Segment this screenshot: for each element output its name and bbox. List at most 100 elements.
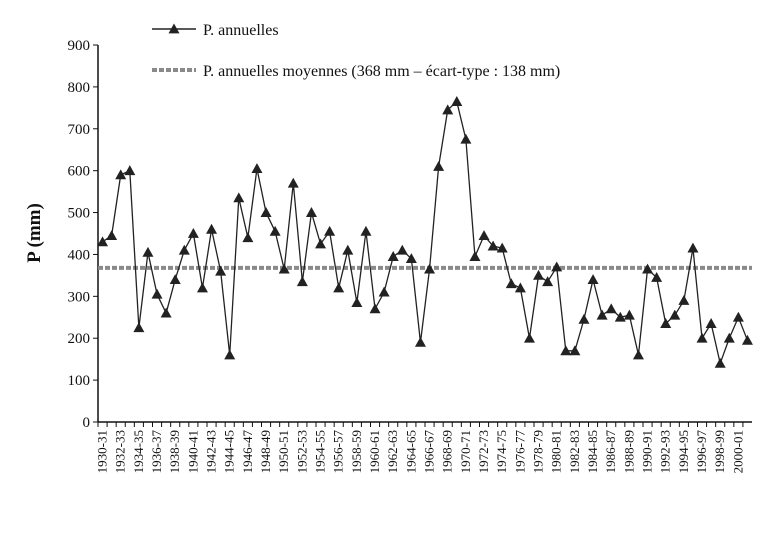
x-tick-label: 1992-93	[658, 430, 673, 473]
x-tick-label: 1946-47	[240, 430, 255, 474]
x-tick-label: 1976-77	[512, 430, 527, 474]
data-marker	[360, 225, 372, 236]
x-tick-label: 1960-61	[367, 430, 382, 473]
data-marker	[705, 318, 717, 328]
x-tick-label: 1950-51	[276, 430, 291, 473]
x-tick-label: 1974-75	[494, 430, 509, 473]
data-marker	[405, 253, 417, 264]
x-tick-label: 1934-35	[131, 430, 146, 473]
x-tick-label: 1952-53	[294, 430, 309, 473]
data-line	[102, 100, 749, 366]
data-marker	[324, 225, 336, 236]
data-marker	[442, 104, 454, 115]
x-tick-label: 1958-59	[349, 430, 364, 473]
data-marker	[496, 242, 508, 253]
y-tick-label: 0	[83, 415, 91, 431]
data-marker	[378, 286, 390, 297]
data-marker	[714, 357, 726, 368]
data-marker	[369, 303, 381, 314]
data-marker	[478, 230, 490, 240]
data-marker	[169, 274, 181, 284]
data-marker	[560, 345, 572, 356]
y-tick-label: 600	[68, 164, 91, 180]
data-marker	[587, 274, 599, 284]
data-marker	[460, 133, 472, 144]
data-marker	[142, 246, 154, 257]
data-marker	[578, 313, 590, 324]
data-marker	[106, 230, 118, 240]
data-marker	[596, 309, 608, 320]
data-marker	[242, 232, 254, 243]
data-marker	[196, 282, 208, 293]
data-marker	[187, 228, 199, 238]
data-marker	[669, 309, 681, 320]
data-marker	[151, 288, 163, 299]
y-tick-label: 200	[68, 331, 91, 347]
x-tick-label: 1998-99	[712, 430, 727, 473]
data-marker	[505, 278, 517, 289]
x-tick-label: 1938-39	[167, 430, 182, 473]
x-tick-label: 1984-85	[585, 430, 600, 473]
data-marker	[433, 160, 445, 171]
data-marker	[287, 177, 299, 188]
data-marker	[632, 349, 644, 360]
data-marker	[533, 269, 545, 280]
data-marker	[551, 261, 563, 272]
data-marker	[523, 332, 535, 343]
x-tick-label: 1964-65	[403, 430, 418, 473]
x-tick-label: 1986-87	[603, 430, 618, 474]
data-marker	[723, 332, 735, 343]
data-marker	[133, 322, 145, 333]
data-marker	[97, 236, 109, 247]
data-marker	[642, 263, 654, 274]
data-marker	[233, 192, 245, 203]
y-tick-label: 400	[68, 247, 91, 263]
data-marker	[696, 332, 708, 343]
x-tick-label: 1956-57	[331, 430, 346, 474]
x-tick-label: 1988-89	[621, 430, 636, 473]
x-tick-label: 1936-37	[149, 430, 164, 474]
data-marker	[514, 282, 526, 293]
x-tick-label: 1990-91	[640, 430, 655, 473]
data-marker	[342, 244, 354, 255]
data-marker	[487, 240, 499, 251]
data-marker	[115, 169, 127, 180]
x-tick-label: 1970-71	[458, 430, 473, 473]
data-marker	[315, 238, 327, 249]
data-marker	[741, 334, 753, 345]
data-marker	[469, 251, 481, 261]
data-marker	[305, 207, 317, 217]
legend-label: P. annuelles	[203, 22, 279, 39]
y-tick-label: 100	[68, 373, 91, 389]
data-marker	[215, 265, 227, 276]
x-tick-label: 1968-69	[440, 430, 455, 473]
data-marker	[678, 295, 690, 305]
data-marker	[687, 242, 699, 253]
x-tick-label: 1994-95	[676, 430, 691, 473]
data-marker	[124, 165, 136, 176]
legend-marker	[168, 23, 180, 34]
data-marker	[424, 263, 436, 274]
data-marker	[623, 309, 635, 320]
x-tick-label: 1948-49	[258, 430, 273, 473]
x-tick-label: 1954-55	[313, 430, 328, 473]
data-marker	[387, 251, 399, 261]
data-marker	[614, 311, 626, 322]
x-tick-label: 1932-33	[113, 430, 128, 473]
data-marker	[296, 276, 308, 287]
x-tick-label: 1942-43	[204, 430, 219, 473]
data-marker	[605, 303, 617, 314]
legend-label: P. annuelles moyennes (368 mm – écart-ty…	[203, 63, 560, 80]
y-tick-label: 700	[68, 122, 91, 138]
data-marker	[569, 345, 581, 356]
y-axis-label: P (mm)	[24, 203, 45, 263]
x-tick-label: 1980-81	[549, 430, 564, 473]
x-tick-label: 1978-79	[531, 430, 546, 473]
x-tick-label: 2000-01	[730, 430, 745, 473]
data-marker	[260, 207, 272, 217]
data-marker	[351, 297, 363, 308]
data-marker	[160, 307, 172, 318]
data-marker	[451, 96, 463, 106]
data-marker	[651, 271, 663, 282]
